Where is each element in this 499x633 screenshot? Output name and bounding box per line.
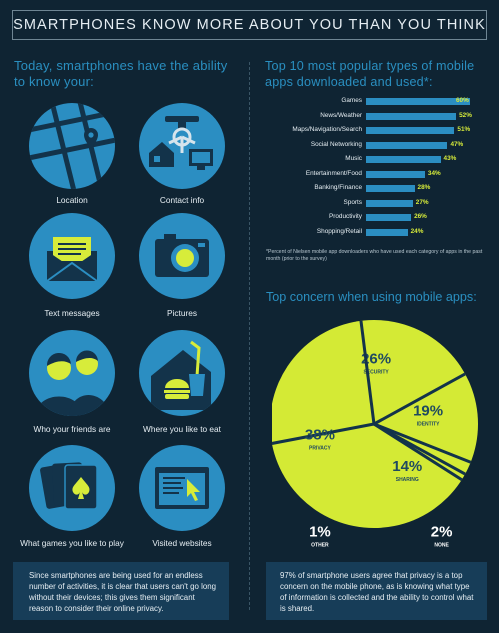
page-title: SMARTPHONES KNOW MORE ABOUT YOU THAN YOU… <box>13 17 486 33</box>
pie-category-label: PRIVACY <box>309 446 332 452</box>
bar-category-label: Shopping/Retail <box>316 227 362 235</box>
bar <box>366 98 470 105</box>
right-footer-text: 97% of smartphone users agree that priva… <box>280 571 474 613</box>
left-footer-text: Since smartphones are being used for an … <box>29 571 217 613</box>
playing-cards-icon <box>29 445 115 531</box>
left-footer-box: Since smartphones are being used for an … <box>13 562 229 620</box>
pie-slice-divider <box>359 320 376 425</box>
pie-value-label: 19% <box>413 403 443 420</box>
bar-row: Sports 27% <box>262 198 490 210</box>
pie-slice-divider <box>272 422 375 445</box>
right-footer-box: 97% of smartphone users agree that priva… <box>266 562 487 620</box>
bar <box>366 170 425 178</box>
bar-value-label: 60% <box>456 97 469 104</box>
bar-category-label: Games <box>341 97 362 104</box>
bar-row: Shopping/Retail 24% <box>262 227 490 239</box>
camera-icon <box>139 213 225 299</box>
column-divider <box>249 62 250 610</box>
bar-row: Productivity 26% <box>262 212 490 224</box>
envelope-icon <box>29 213 115 299</box>
bar-category-label: Productivity <box>328 213 362 220</box>
pie-value-label: 26% <box>361 351 391 368</box>
friends-icon <box>29 330 115 416</box>
bar <box>366 127 455 134</box>
pie-value-label: 14% <box>392 458 422 475</box>
bar <box>366 112 457 120</box>
pie-slice-divider <box>373 422 463 481</box>
item-label-pictures: Pictures <box>167 308 197 318</box>
bar-row: Maps/Navigation/Search 51% <box>262 125 490 137</box>
bar-row: Banking/Finance 28% <box>262 183 490 195</box>
bar-category-label: News/Weather <box>320 111 362 119</box>
left-heading: Today, smartphones have the ability to k… <box>14 58 228 89</box>
bar-category-label: Sports <box>343 198 362 206</box>
item-label-eat: Where you like to eat <box>143 424 221 434</box>
bar-value-label: 47% <box>450 140 464 148</box>
fast-food-icon <box>139 330 225 416</box>
map-pin-icon <box>29 103 115 189</box>
bar <box>366 214 412 221</box>
browser-cursor-icon <box>139 445 225 531</box>
bar-category-label: Banking/Finance <box>314 184 362 191</box>
bar-value-label: 28% <box>417 184 431 191</box>
bar <box>366 199 413 207</box>
bar <box>366 156 441 163</box>
item-label-location: Location <box>56 195 88 205</box>
phone-house-icon <box>139 103 225 189</box>
bar-row: Entertainment/Food 34% <box>262 169 490 181</box>
bar-value-label: 34% <box>427 169 441 177</box>
bar-row: Games 60% <box>262 96 490 108</box>
pie-category-label: SHARING <box>396 477 419 483</box>
title-banner: SMARTPHONES KNOW MORE ABOUT YOU THAN YOU… <box>12 10 487 40</box>
bar <box>366 141 448 149</box>
concern-heading: Top concern when using mobile apps: <box>266 290 477 304</box>
bar-value-label: 51% <box>457 126 471 133</box>
pie-slice-divider <box>373 422 472 464</box>
bar-category-label: Social Networking <box>310 140 362 148</box>
bar <box>366 185 415 192</box>
bar-value-label: 27% <box>415 198 429 206</box>
pie-value-label: 38% <box>305 427 335 444</box>
bar-value-label: 52% <box>459 111 472 119</box>
pie-slice-divider <box>373 372 466 426</box>
bar-category-label: Music <box>345 155 362 162</box>
apps-heading: Top 10 most popular types of mobile apps… <box>265 59 475 89</box>
item-label-websites: Visited websites <box>152 538 212 548</box>
pie-value-label: 2% <box>431 523 453 540</box>
item-label-text-messages: Text messages <box>44 308 100 318</box>
pie-value-label: 1% <box>309 523 331 540</box>
bar-row: Music 43% <box>262 154 490 166</box>
pie-category-label: IDENTITY <box>417 422 440 428</box>
bar-category-label: Entertainment/Food <box>305 169 362 177</box>
item-label-games: What games you like to play <box>20 538 124 548</box>
bar-row: Social Networking 47% <box>262 140 490 152</box>
pie-category-label: SECURITY <box>363 370 389 376</box>
item-label-friends: Who your friends are <box>33 424 111 434</box>
bar-value-label: 43% <box>443 155 457 162</box>
pie-category-label: OTHER <box>311 542 329 548</box>
pie-category-label: NONE <box>434 542 449 548</box>
bar-value-label: 24% <box>410 227 424 235</box>
bar-row: News/Weather 52% <box>262 111 490 123</box>
bar <box>366 228 408 236</box>
concern-pie-chart: 26% SECURITY 19% IDENTITY 14% SHARING 2% NONE 1%… <box>272 320 478 548</box>
bar-value-label: 26% <box>414 213 427 220</box>
footnote: *Percent of Nielsen mobile app downloade… <box>266 249 483 262</box>
item-label-contact-info: Contact info <box>159 195 205 205</box>
bar-category-label: Maps/Navigation/Search <box>292 126 362 133</box>
